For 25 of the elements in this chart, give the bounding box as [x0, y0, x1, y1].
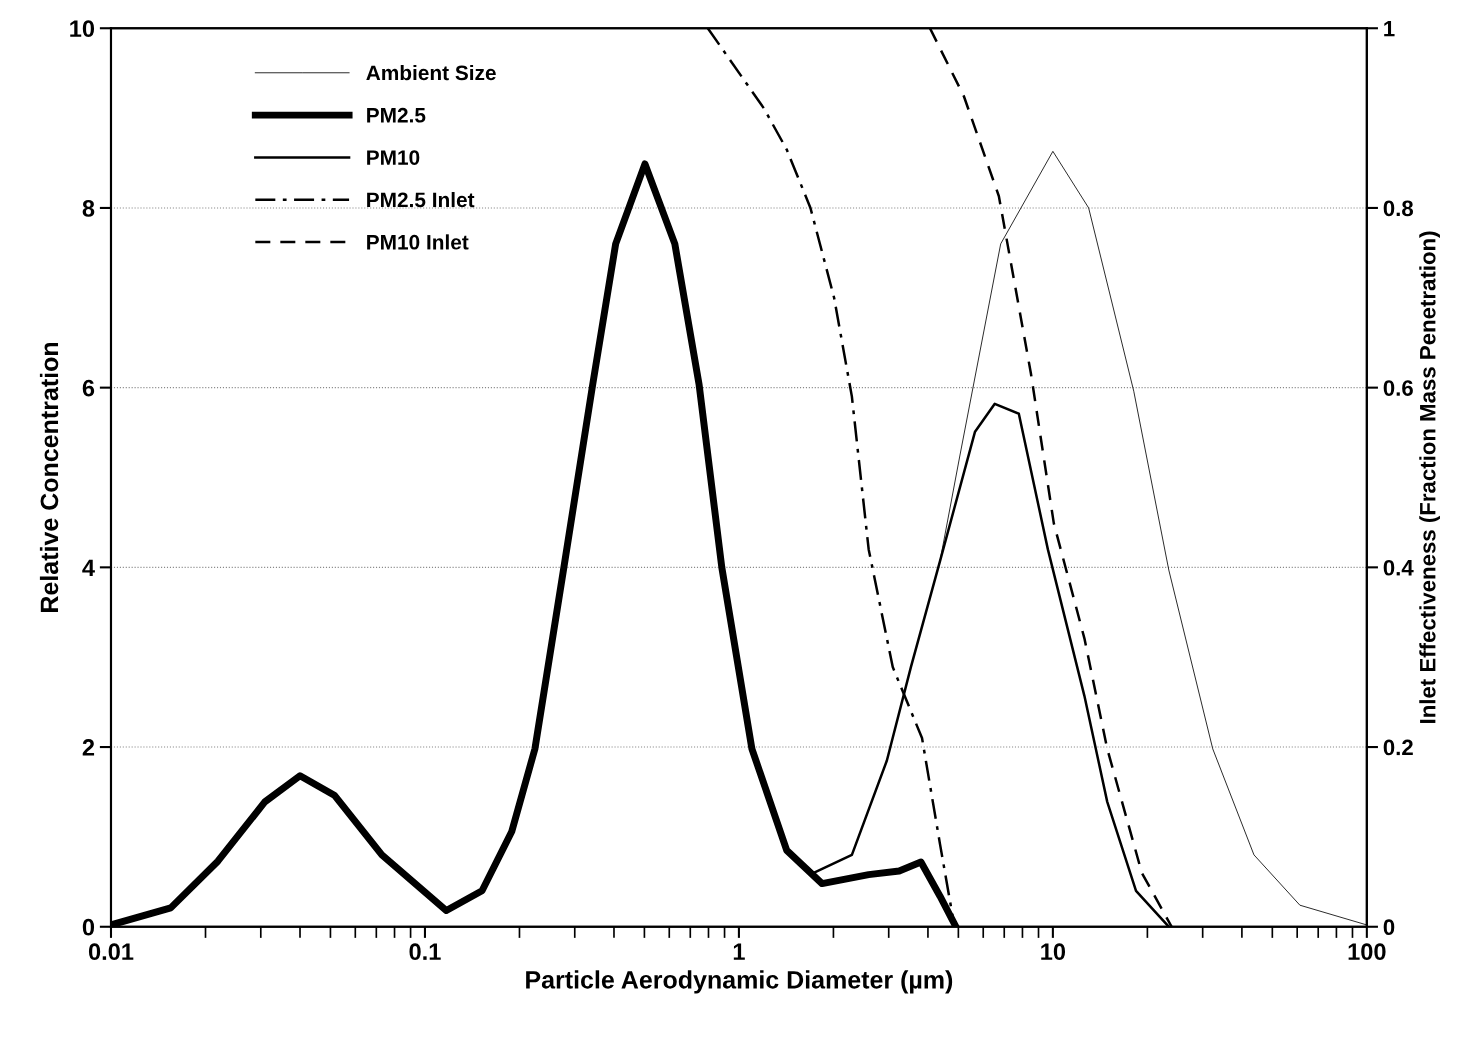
- x-tick-label: 0.01: [88, 943, 134, 961]
- y2-tick-label: 0.2: [1383, 739, 1413, 756]
- y2-tick-label: 0.8: [1383, 200, 1414, 217]
- legend-label: PM10: [367, 150, 420, 165]
- x-tick-label: 1: [733, 943, 745, 960]
- y-tick-label: 4: [82, 559, 95, 576]
- legend-label: PM2.5 Inlet: [367, 191, 475, 208]
- legend-label: PM10 Inlet: [367, 234, 469, 250]
- y2-tick-label: 1: [1384, 21, 1395, 37]
- y-tick-label: 6: [82, 379, 95, 397]
- legend-label: PM2.5: [367, 107, 426, 123]
- legend-label: Ambient Size: [366, 64, 496, 81]
- y-tick-label: 10: [70, 20, 95, 38]
- y2-tick-label: 0: [1383, 919, 1395, 936]
- y2-tick-label: 0.6: [1383, 380, 1413, 396]
- x-tick-label: 10: [1041, 943, 1066, 961]
- y2-axis-title: Inlet Effectiveness (Fraction Mass Penetration): [1419, 231, 1440, 723]
- y2-tick-label: 0.4: [1383, 559, 1414, 576]
- y-axis-title: Relative Concentration: [39, 342, 59, 612]
- x-axis-title: Particle Aerodynamic Diameter (µm): [526, 970, 953, 994]
- y-tick-label: 0: [82, 918, 95, 936]
- x-tick-label: 0.1: [409, 943, 441, 961]
- y-tick-label: 2: [82, 739, 95, 756]
- y-tick-label: 8: [82, 200, 95, 217]
- x-tick-label: 100: [1348, 943, 1386, 961]
